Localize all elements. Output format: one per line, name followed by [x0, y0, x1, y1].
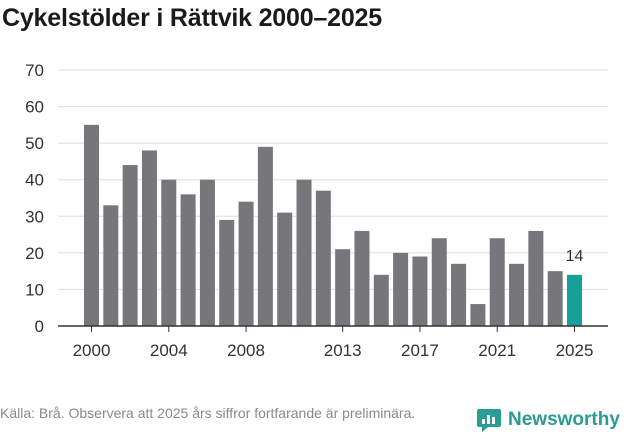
- bar: [373, 274, 389, 326]
- bar: [393, 252, 409, 326]
- x-tick-label: 2021: [478, 341, 516, 360]
- brand[interactable]: Newsworthy: [476, 407, 620, 433]
- y-tick-label: 70: [25, 61, 44, 80]
- bar: [122, 165, 138, 326]
- chart-title: Cykelstölder i Rättvik 2000–2025: [2, 4, 382, 32]
- y-tick-label: 10: [25, 280, 44, 299]
- highlight-bar: [567, 274, 582, 326]
- x-tick-label: 2017: [401, 341, 439, 360]
- bar: [84, 124, 99, 326]
- source-note: Källa: Brå. Observera att 2025 års siffr…: [0, 405, 416, 421]
- x-tick-label: 2004: [150, 341, 188, 360]
- y-tick-label: 20: [25, 244, 44, 263]
- bar: [470, 304, 486, 326]
- bar: [257, 146, 273, 326]
- bar: [431, 238, 447, 326]
- highlight-data-label: 14: [566, 248, 584, 265]
- bar: [547, 271, 563, 326]
- bar: [509, 263, 525, 326]
- x-tick-label: 2000: [73, 341, 111, 360]
- y-tick-label: 40: [25, 171, 44, 190]
- bar: [103, 205, 119, 326]
- bar: [335, 249, 351, 326]
- bar: [296, 179, 312, 326]
- bar: [354, 230, 370, 326]
- x-tick-label: 2013: [324, 341, 362, 360]
- bar: [141, 150, 157, 326]
- y-tick-label: 0: [35, 317, 44, 336]
- bar: [238, 201, 254, 326]
- bar: [277, 212, 293, 326]
- y-tick-label: 50: [25, 134, 44, 153]
- bar: [451, 263, 467, 326]
- x-tick-label: 2008: [227, 341, 265, 360]
- brand-name: Newsworthy: [508, 409, 620, 430]
- newsworthy-logo-icon: [477, 409, 501, 432]
- bar: [199, 179, 215, 326]
- bar: [180, 194, 196, 326]
- bar: [219, 219, 235, 326]
- bar: [528, 230, 544, 326]
- y-tick-label: 60: [25, 98, 44, 117]
- bar-chart: 0 10 20 30 40 50 60 70 2000 2004 2008 2013 2017 2021 2…: [25, 61, 608, 360]
- bar: [489, 238, 505, 326]
- x-tick-label: 2025: [556, 341, 594, 360]
- bar: [315, 190, 331, 326]
- y-tick-label: 30: [25, 207, 44, 226]
- bar: [412, 256, 428, 326]
- bar: [161, 179, 177, 326]
